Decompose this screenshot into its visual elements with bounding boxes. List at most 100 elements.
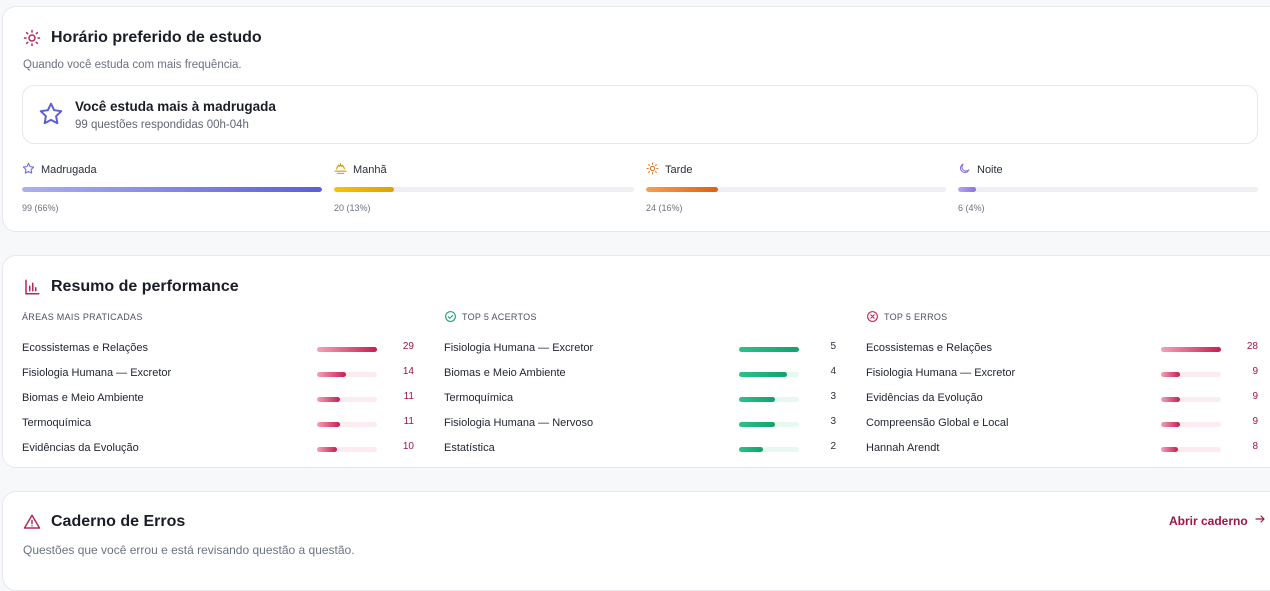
- slot-value: 24 (16%): [646, 203, 683, 213]
- sunrise-icon: [334, 162, 347, 178]
- item-count: 5: [830, 341, 836, 352]
- list-item: Termoquímica 3: [444, 386, 836, 411]
- list-item: Ecossistemas e Relações 29: [22, 336, 414, 361]
- item-label: Biomas e Meio Ambiente: [22, 392, 144, 404]
- item-bar: [739, 447, 799, 452]
- top-slot-highlight: Você estuda mais à madrugada 99 questões…: [22, 85, 1258, 144]
- open-notebook-link[interactable]: Abrir caderno: [1169, 513, 1266, 528]
- list-item: Estatística 2: [444, 436, 836, 461]
- star-icon: [38, 101, 64, 132]
- list-item: Compreensão Global e Local 9: [866, 411, 1258, 436]
- performance-card: Resumo de performance ÁREAS MAIS PRATICA…: [2, 255, 1270, 468]
- slot-madrugada: Madrugada 99 (66%): [22, 162, 322, 213]
- item-bar: [739, 372, 799, 377]
- x-circle-icon: [866, 310, 879, 325]
- item-count: 11: [403, 416, 414, 427]
- bar-chart-icon: [23, 278, 41, 296]
- item-bar: [739, 347, 799, 352]
- item-label: Fisiologia Humana — Excretor: [22, 367, 172, 379]
- slot-label: Manhã: [353, 164, 387, 176]
- column-heading: TOP 5 ERROS: [866, 310, 1258, 324]
- item-count: 14: [402, 366, 414, 377]
- item-count: 9: [1252, 416, 1258, 427]
- item-label: Ecossistemas e Relações: [866, 342, 992, 354]
- slot-bar: [334, 187, 634, 192]
- slot-value: 99 (66%): [22, 203, 59, 213]
- arrow-right-icon: [1254, 513, 1266, 528]
- item-label: Fisiologia Humana — Excretor: [444, 342, 594, 354]
- item-count: 10: [402, 441, 414, 452]
- errors-header: Caderno de Erros: [23, 513, 185, 531]
- item-count: 8: [1252, 441, 1258, 452]
- item-bar: [1161, 447, 1221, 452]
- sun-icon: [646, 162, 659, 178]
- column-heading: ÁREAS MAIS PRATICADAS: [22, 312, 143, 322]
- item-count: 4: [830, 366, 836, 377]
- check-circle-icon: [444, 310, 457, 325]
- item-bar: [1161, 347, 1221, 352]
- slot-value: 20 (13%): [334, 203, 371, 213]
- sun-icon: [23, 29, 41, 47]
- most-practiced-column: ÁREAS MAIS PRATICADAS Ecossistemas e Rel…: [22, 310, 414, 461]
- item-count: 3: [830, 391, 836, 402]
- study-schedule-card: Horário preferido de estudo Quando você …: [2, 6, 1270, 232]
- open-notebook-label[interactable]: Abrir caderno: [1169, 513, 1248, 528]
- item-label: Evidências da Evolução: [22, 442, 139, 454]
- list-item: Fisiologia Humana — Nervoso 3: [444, 411, 836, 436]
- item-count: 9: [1252, 391, 1258, 402]
- schedule-title: Horário preferido de estudo: [51, 29, 262, 46]
- list-item: Fisiologia Humana — Excretor 5: [444, 336, 836, 361]
- item-count: 2: [830, 441, 836, 452]
- item-bar: [1161, 372, 1221, 377]
- slot-bar: [22, 187, 322, 192]
- slot-label: Noite: [977, 164, 1003, 176]
- list-item: Biomas e Meio Ambiente 4: [444, 361, 836, 386]
- top-errors-column: TOP 5 ERROS Ecossistemas e Relações 28 Fis…: [866, 310, 1258, 461]
- list-item: Evidências da Evolução 10: [22, 436, 414, 461]
- list-item: Termoquímica 11: [22, 411, 414, 436]
- performance-header: Resumo de performance: [23, 278, 239, 296]
- errors-title: Caderno de Erros: [51, 513, 186, 530]
- item-label: Termoquímica: [22, 417, 92, 429]
- item-label: Ecossistemas e Relações: [22, 342, 148, 354]
- slot-tarde: Tarde 24 (16%): [646, 162, 946, 213]
- slot-label: Madrugada: [41, 164, 97, 176]
- item-bar: [317, 397, 377, 402]
- item-label: Fisiologia Humana — Excretor: [866, 367, 1016, 379]
- list-item: Fisiologia Humana — Excretor 9: [866, 361, 1258, 386]
- slot-bar: [646, 187, 946, 192]
- warning-icon: [23, 513, 41, 531]
- item-count: 9: [1252, 366, 1258, 377]
- schedule-header: Horário preferido de estudo: [23, 29, 262, 47]
- error-notebook-card: Caderno de Erros Questões que você errou…: [2, 491, 1270, 591]
- item-bar: [739, 397, 799, 402]
- item-label: Biomas e Meio Ambiente: [444, 367, 566, 379]
- slot-noite: Noite 6 (4%): [958, 163, 1258, 213]
- highlight-title: Você estuda mais à madrugada: [75, 99, 276, 114]
- item-bar: [739, 422, 799, 427]
- moon-icon: [958, 162, 971, 178]
- item-bar: [1161, 397, 1221, 402]
- item-bar: [317, 372, 377, 377]
- slot-label: Tarde: [665, 164, 693, 176]
- item-bar: [317, 447, 377, 452]
- item-count: 11: [403, 391, 414, 402]
- performance-title: Resumo de performance: [51, 278, 239, 295]
- slot-manha: Manhã 20 (13%): [334, 163, 634, 213]
- schedule-subtitle: Quando você estuda com mais frequência.: [23, 59, 242, 71]
- list-item: Hannah Arendt 8: [866, 436, 1258, 461]
- item-label: Fisiologia Humana — Nervoso: [444, 417, 594, 429]
- highlight-subtitle: 99 questões respondidas 00h-04h: [75, 119, 249, 131]
- errors-subtitle: Questões que você errou e está revisando…: [23, 543, 355, 557]
- item-label: Estatística: [444, 442, 495, 454]
- item-label: Compreensão Global e Local: [866, 417, 1009, 429]
- list-item: Evidências da Evolução 9: [866, 386, 1258, 411]
- item-bar: [317, 347, 377, 352]
- item-count: 29: [402, 341, 414, 352]
- slot-bar: [958, 187, 1258, 192]
- list-item: Fisiologia Humana — Excretor 14: [22, 361, 414, 386]
- column-heading: TOP 5 ACERTOS: [444, 310, 836, 324]
- list-item: Ecossistemas e Relações 28: [866, 336, 1258, 361]
- item-count: 3: [830, 416, 836, 427]
- slot-value: 6 (4%): [958, 203, 985, 213]
